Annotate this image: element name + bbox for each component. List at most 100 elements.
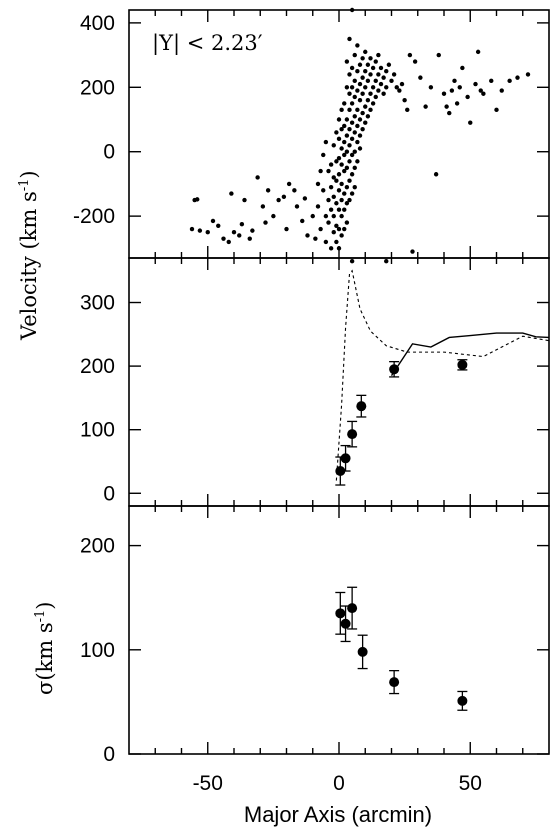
velocity-point-66 [336,246,342,251]
velocity-point-28 [302,196,308,201]
velocity-point-105 [349,172,355,177]
velocity-point-4 [205,230,210,235]
velocity-point-158 [378,81,384,87]
velocity-point-6 [216,223,221,228]
velocity-point-53 [334,159,339,164]
velocity-point-13 [242,197,247,203]
velocity-point-22 [281,194,287,200]
velocity-point-133 [360,75,365,80]
velocity-point-197 [499,88,504,93]
velocity-point-200 [525,72,531,77]
velocity-point-18 [263,220,268,225]
velocity-point-12 [239,221,245,227]
sigma-ylabel: σ(km s-1) [33,602,57,696]
y-tick-label-2-0: 200 [80,535,115,558]
velocity-point-122 [355,68,360,74]
velocity-point-70 [339,197,344,203]
velocity-point-77 [342,139,347,145]
velocity-point-100 [347,36,352,42]
velocity-point-25 [292,188,297,193]
velocity-point-41 [326,197,331,203]
velocity-point-110 [352,130,357,135]
velocity-point-83 [344,149,350,154]
velocity-point-90 [344,59,350,64]
velocity-point-190 [468,120,473,125]
velocity-point-9 [229,191,234,196]
velocity-point-142 [365,78,371,84]
velocity-point-146 [368,72,373,77]
velocity-point-5 [210,218,216,224]
rotation-point-1 [340,453,351,464]
velocity-point-121 [355,88,360,93]
velocity-point-67 [339,146,344,151]
velocity-point-10 [231,230,237,235]
velocity-point-127 [357,133,363,138]
velocity-point-38 [323,213,329,219]
velocity-point-20 [271,213,276,219]
velocity-point-48 [331,230,336,235]
velocity-point-55 [334,201,339,206]
velocity-point-72 [339,126,344,132]
velocity-point-154 [373,59,378,64]
velocity-point-118 [355,123,360,129]
velocity-point-76 [342,168,347,174]
velocity-point-35 [318,168,323,174]
rotation-point-2 [347,429,358,440]
velocity-point-184 [449,88,455,93]
velocity-point-164 [384,259,389,264]
velocity-point-186 [454,101,460,106]
velocity-point-162 [384,68,389,74]
y-tick-label-1-1: 200 [80,355,115,378]
velocity-point-109 [349,7,355,13]
x-tick-label-2: 50 [459,772,482,795]
velocity-point-185 [452,78,457,84]
x-axis-label: Major Axis (arcmin) [244,802,432,827]
velocity-point-89 [344,85,350,90]
dispersion-point-3 [357,646,368,657]
velocity-point-98 [347,197,352,203]
middle-panel-points [335,359,468,486]
velocity-point-3 [197,228,203,233]
velocity-point-139 [363,68,368,74]
velocity-point-17 [260,204,266,209]
velocity-point-189 [465,94,470,100]
annotation-label: |Y| < 2.23′ [152,31,263,56]
y-tick-label-0-3: -200 [73,205,115,228]
velocity-point-194 [481,91,486,96]
velocity-point-114 [352,165,357,171]
rotation-point-0 [335,466,346,477]
velocity-point-143 [365,114,371,119]
velocity-point-79 [342,191,347,196]
velocity-point-168 [394,85,399,90]
velocity-point-63 [336,226,342,232]
velocity-point-193 [478,88,483,93]
velocity-point-59 [336,155,342,161]
velocity-point-82 [342,226,347,232]
velocity-point-33 [315,204,321,209]
velocity-point-101 [349,136,355,142]
velocity-point-61 [336,188,342,193]
y-tick-label-0-0: 400 [80,12,115,35]
velocity-point-147 [368,107,373,113]
velocity-point-99 [347,72,352,77]
velocity-point-23 [284,226,289,232]
velocity-point-117 [352,184,357,190]
velocity-point-102 [349,120,355,125]
velocity-point-87 [344,184,350,190]
rotation-point-5 [457,359,468,370]
velocity-point-51 [331,194,336,200]
velocity-point-153 [373,94,378,100]
velocity-point-106 [349,85,355,90]
velocity-point-120 [355,139,360,145]
velocity-point-116 [352,52,357,58]
velocity-point-21 [276,197,281,203]
velocity-point-44 [328,246,334,251]
velocity-point-43 [326,220,331,225]
velocity-point-111 [352,114,357,119]
velocity-point-34 [318,226,323,232]
velocity-point-192 [475,49,481,55]
velocity-point-199 [515,75,520,80]
velocity-point-144 [365,62,371,67]
velocity-point-124 [355,43,360,48]
velocity-point-169 [397,88,402,93]
